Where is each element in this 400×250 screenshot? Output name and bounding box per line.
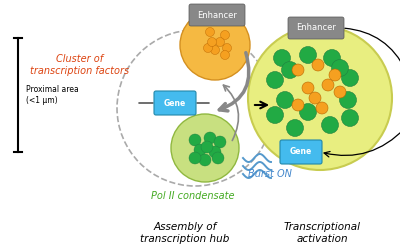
Circle shape (286, 120, 304, 136)
Circle shape (324, 50, 340, 66)
Circle shape (292, 64, 304, 76)
FancyBboxPatch shape (288, 17, 344, 39)
Circle shape (342, 110, 358, 126)
Circle shape (266, 72, 284, 88)
Circle shape (204, 132, 216, 144)
Circle shape (316, 102, 328, 114)
Text: Assembly of
transcription hub: Assembly of transcription hub (140, 222, 230, 244)
Text: Enhancer: Enhancer (197, 10, 237, 20)
Circle shape (214, 136, 226, 148)
Circle shape (171, 114, 239, 182)
Circle shape (194, 144, 206, 156)
Circle shape (340, 92, 356, 108)
Circle shape (309, 92, 321, 104)
Circle shape (274, 50, 290, 66)
Circle shape (342, 70, 358, 86)
Circle shape (248, 26, 392, 170)
Circle shape (276, 92, 294, 108)
Circle shape (312, 59, 324, 71)
Circle shape (332, 60, 348, 76)
Circle shape (222, 44, 232, 52)
Circle shape (220, 50, 230, 59)
Text: Proximal area
(<1 μm): Proximal area (<1 μm) (26, 85, 79, 105)
Circle shape (216, 38, 224, 46)
Text: Burst ON: Burst ON (248, 169, 292, 179)
Circle shape (220, 30, 230, 40)
Circle shape (302, 82, 314, 94)
FancyBboxPatch shape (189, 4, 245, 26)
Circle shape (204, 44, 212, 52)
Circle shape (210, 46, 220, 54)
Circle shape (300, 46, 316, 64)
Circle shape (300, 104, 316, 120)
Circle shape (266, 106, 284, 124)
Circle shape (206, 28, 214, 36)
Text: Gene: Gene (290, 148, 312, 156)
Circle shape (201, 141, 213, 153)
Circle shape (180, 10, 250, 80)
Circle shape (189, 152, 201, 164)
Text: Gene: Gene (164, 98, 186, 108)
Circle shape (322, 116, 338, 134)
FancyBboxPatch shape (154, 91, 196, 115)
Circle shape (209, 146, 221, 158)
Circle shape (329, 69, 341, 81)
Text: Cluster of
transcription factors: Cluster of transcription factors (30, 54, 130, 76)
Text: Pol II condensate: Pol II condensate (151, 191, 235, 201)
Text: Transcriptional
activation: Transcriptional activation (284, 222, 360, 244)
Text: Enhancer: Enhancer (296, 24, 336, 32)
Circle shape (189, 134, 201, 146)
Circle shape (199, 154, 211, 166)
Circle shape (334, 86, 346, 98)
Circle shape (282, 62, 298, 78)
FancyBboxPatch shape (280, 140, 322, 164)
Circle shape (208, 38, 216, 46)
Circle shape (212, 152, 224, 164)
Circle shape (292, 99, 304, 111)
Circle shape (322, 79, 334, 91)
